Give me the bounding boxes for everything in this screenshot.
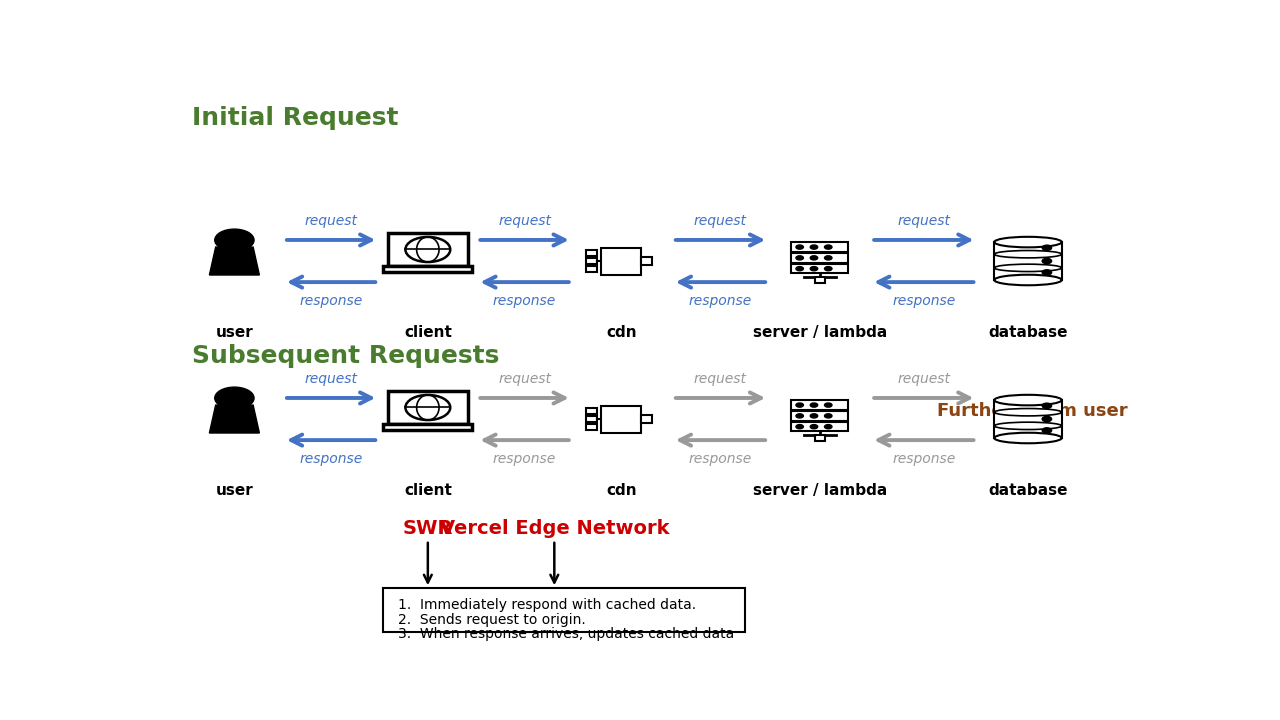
FancyBboxPatch shape (383, 266, 472, 272)
Text: cdn: cdn (605, 483, 636, 498)
Text: user: user (215, 325, 253, 340)
Text: response: response (689, 294, 753, 308)
Text: SWR: SWR (403, 519, 453, 539)
FancyBboxPatch shape (586, 266, 596, 272)
Text: request: request (897, 214, 950, 228)
Text: response: response (300, 452, 362, 467)
FancyBboxPatch shape (586, 258, 596, 264)
Text: Furthest from user: Furthest from user (937, 402, 1128, 420)
Text: response: response (892, 452, 955, 467)
Text: 2.  Sends request to origin.: 2. Sends request to origin. (398, 613, 586, 626)
FancyBboxPatch shape (791, 422, 849, 431)
Text: user: user (215, 483, 253, 498)
Circle shape (824, 266, 832, 271)
Circle shape (810, 245, 818, 249)
Circle shape (810, 403, 818, 408)
Text: Initial Request: Initial Request (192, 106, 398, 130)
Circle shape (796, 245, 804, 249)
Circle shape (1042, 416, 1052, 422)
FancyBboxPatch shape (641, 415, 653, 423)
Circle shape (824, 414, 832, 418)
FancyBboxPatch shape (602, 248, 641, 274)
Circle shape (1042, 403, 1052, 408)
Text: server / lambda: server / lambda (753, 325, 887, 340)
Text: Subsequent Requests: Subsequent Requests (192, 344, 499, 368)
FancyBboxPatch shape (791, 243, 849, 252)
Circle shape (796, 266, 804, 271)
FancyBboxPatch shape (388, 391, 468, 424)
Circle shape (824, 403, 832, 408)
Circle shape (796, 425, 804, 429)
Text: response: response (493, 452, 557, 467)
Circle shape (406, 395, 451, 420)
Text: client: client (404, 483, 452, 498)
Circle shape (796, 414, 804, 418)
Text: request: request (694, 372, 748, 386)
FancyBboxPatch shape (791, 253, 849, 263)
Circle shape (796, 403, 804, 408)
Polygon shape (210, 405, 260, 433)
FancyBboxPatch shape (602, 405, 641, 433)
Circle shape (1042, 258, 1052, 264)
FancyBboxPatch shape (388, 233, 468, 266)
Text: 3.  When response arrives, updates cached data: 3. When response arrives, updates cached… (398, 628, 735, 642)
FancyBboxPatch shape (586, 424, 596, 431)
Text: client: client (404, 325, 452, 340)
Ellipse shape (995, 433, 1061, 444)
FancyBboxPatch shape (791, 411, 849, 420)
Text: cdn: cdn (605, 325, 636, 340)
Circle shape (406, 237, 451, 262)
FancyBboxPatch shape (586, 408, 596, 414)
Ellipse shape (995, 395, 1061, 405)
FancyBboxPatch shape (791, 400, 849, 410)
Circle shape (824, 425, 832, 429)
Text: request: request (305, 372, 357, 386)
Circle shape (824, 245, 832, 249)
Text: request: request (305, 214, 357, 228)
Text: server / lambda: server / lambda (753, 483, 887, 498)
Text: response: response (300, 294, 362, 308)
Text: request: request (498, 372, 552, 386)
Text: response: response (892, 294, 955, 308)
FancyBboxPatch shape (586, 250, 596, 256)
Circle shape (215, 229, 253, 251)
Text: Vercel Edge Network: Vercel Edge Network (439, 519, 669, 539)
Circle shape (810, 414, 818, 418)
Ellipse shape (995, 237, 1061, 248)
FancyBboxPatch shape (814, 277, 824, 283)
Text: request: request (897, 372, 950, 386)
Circle shape (824, 256, 832, 260)
Ellipse shape (995, 275, 1061, 285)
FancyBboxPatch shape (383, 588, 745, 632)
Circle shape (1042, 245, 1052, 251)
Text: response: response (689, 452, 753, 467)
Circle shape (1042, 428, 1052, 433)
Text: database: database (988, 325, 1068, 340)
Text: request: request (694, 214, 748, 228)
FancyBboxPatch shape (641, 257, 653, 266)
Circle shape (810, 425, 818, 429)
Polygon shape (210, 247, 260, 275)
FancyBboxPatch shape (791, 264, 849, 274)
Circle shape (796, 256, 804, 260)
FancyBboxPatch shape (814, 436, 824, 441)
Text: request: request (498, 214, 552, 228)
Circle shape (810, 266, 818, 271)
FancyBboxPatch shape (995, 242, 1061, 280)
Circle shape (215, 387, 253, 409)
FancyBboxPatch shape (383, 424, 472, 430)
Text: response: response (493, 294, 557, 308)
FancyBboxPatch shape (586, 416, 596, 422)
Circle shape (1042, 270, 1052, 275)
FancyBboxPatch shape (995, 400, 1061, 438)
Text: 1.  Immediately respond with cached data.: 1. Immediately respond with cached data. (398, 598, 696, 611)
Circle shape (810, 256, 818, 260)
Text: database: database (988, 483, 1068, 498)
